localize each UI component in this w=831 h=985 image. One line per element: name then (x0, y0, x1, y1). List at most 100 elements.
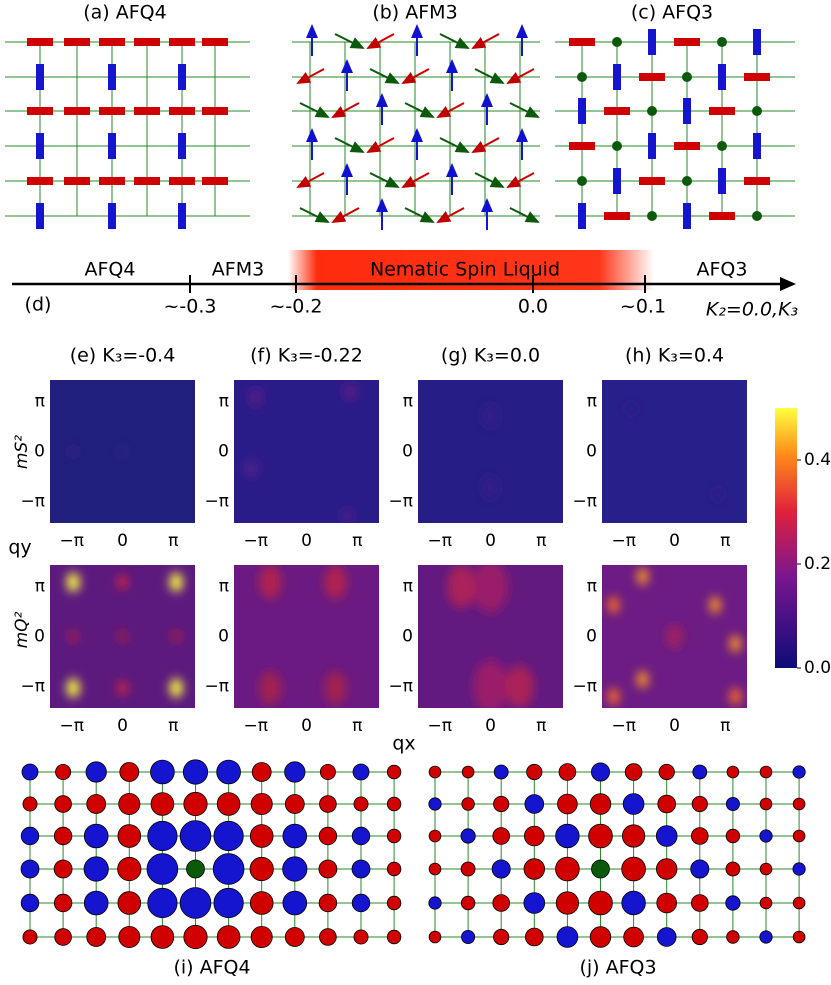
site (621, 824, 646, 848)
x-tick-label: −π (60, 531, 84, 551)
heatmap-spot (709, 596, 721, 614)
site (216, 759, 241, 785)
colorbar-tick-label: 0.0 (804, 658, 831, 678)
spin-arrow (404, 207, 435, 223)
heatmap-spot (666, 624, 683, 649)
phase-label: Nematic Spin Liquid (370, 259, 560, 281)
site (147, 887, 178, 919)
site (555, 856, 580, 882)
site (117, 891, 142, 915)
spin-arrow (369, 68, 400, 84)
x-tick-label: 0 (669, 716, 680, 736)
site (759, 797, 773, 811)
heatmap-title: (g) K₃=0.0 (441, 345, 540, 367)
site (150, 792, 175, 816)
site (492, 827, 511, 845)
phase-tick: ~-0.3 (164, 296, 217, 318)
site (351, 859, 371, 879)
panel-title: (i) AFQ4 (173, 957, 250, 979)
quadrupole-bar (578, 98, 586, 124)
quadrupole-bar (718, 168, 726, 194)
site (759, 765, 773, 779)
site (22, 796, 38, 812)
site (147, 820, 178, 852)
site (118, 793, 141, 816)
site (461, 930, 476, 945)
site (386, 828, 402, 844)
phase-tick: 0.0 (518, 296, 548, 318)
spin-arrow (471, 33, 500, 49)
quadrupole-bar (64, 107, 90, 115)
site (589, 926, 612, 948)
heatmap-spot (482, 475, 499, 500)
site (523, 825, 545, 847)
site (428, 930, 442, 944)
heatmap-spot (249, 387, 263, 407)
quadrupole-bar (178, 203, 186, 229)
x-tick-label: −π (244, 716, 268, 736)
site (655, 825, 678, 847)
heatmap-features (447, 565, 534, 708)
site (352, 763, 370, 781)
site (213, 820, 244, 852)
site (725, 797, 740, 812)
site (493, 928, 510, 946)
x-tick-label: −π (428, 531, 452, 551)
spin-arrow (401, 68, 430, 84)
quadrupole-bar (36, 133, 44, 159)
site (282, 890, 308, 916)
site (657, 794, 676, 814)
site (725, 828, 741, 844)
heatmap-features (482, 403, 499, 500)
heatmap-spot (66, 572, 80, 592)
site (556, 926, 579, 948)
site (523, 892, 546, 914)
heatmap (418, 380, 563, 523)
site (284, 794, 305, 814)
site (249, 824, 274, 848)
quadrupole-bar (202, 38, 228, 46)
quadrupole-bar (99, 38, 125, 46)
quadrupole-bar (683, 203, 691, 229)
y-tick-label: −π (573, 492, 597, 512)
quadrupole-bar (134, 177, 160, 185)
site (725, 861, 741, 877)
heatmap-spot (117, 680, 128, 696)
quadrupole-bar (604, 212, 630, 220)
heatmap-spot (118, 630, 127, 643)
x-tick-label: 0 (117, 716, 128, 736)
quadrupole-bar (569, 142, 595, 150)
x-tick-label: π (168, 716, 178, 736)
heatmap-features (626, 401, 723, 502)
phase-tick: ~-0.2 (270, 296, 323, 318)
site (622, 793, 645, 815)
quadrupole-bar (27, 38, 53, 46)
site (386, 764, 402, 780)
quadrupole-bar (99, 107, 125, 115)
site (20, 893, 40, 913)
heatmap-spot (69, 630, 78, 643)
quadrupole-bar (169, 38, 195, 46)
site (759, 829, 773, 843)
heatmap-spot (447, 565, 476, 609)
heatmap-spot (729, 635, 742, 653)
site (213, 887, 244, 919)
site (386, 929, 402, 945)
y-tick-label: 0 (402, 627, 413, 647)
quadrupole-bar (648, 133, 656, 159)
y-tick-label: 0 (218, 627, 229, 647)
colorbar-tick-label: 0.4 (804, 450, 831, 470)
spin-arrow (439, 137, 470, 153)
x-tick-label: 0 (117, 531, 128, 551)
site (351, 893, 371, 913)
y-axis-label: qy (8, 537, 31, 559)
quadrupole-bar (753, 133, 761, 159)
y-tick-label: π (35, 576, 45, 596)
site (212, 853, 245, 885)
heatmap-spot (505, 664, 534, 708)
x-tick-label: 0 (485, 716, 496, 736)
quadrupole-bar (648, 29, 656, 55)
quadrupole-bar (604, 107, 630, 115)
spin-arrow (331, 207, 360, 223)
